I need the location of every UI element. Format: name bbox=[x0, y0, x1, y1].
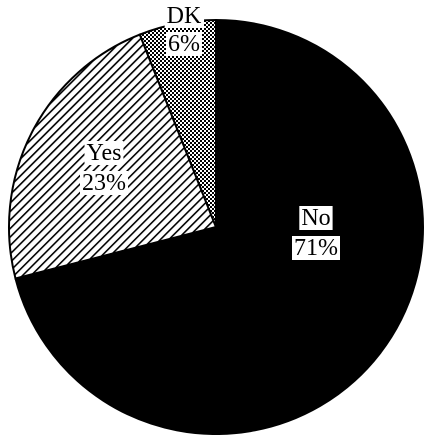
slice-label-group-dk: DK6% bbox=[164, 3, 204, 57]
slice-label-yes: Yes bbox=[87, 140, 122, 166]
label-backing bbox=[164, 4, 204, 28]
label-backing bbox=[299, 206, 333, 230]
slice-label-group-yes: Yes 23% bbox=[80, 140, 128, 196]
label-backing bbox=[80, 171, 128, 195]
slice-label-no: No bbox=[301, 205, 330, 231]
slice-value-no: 71% bbox=[294, 235, 338, 261]
slice-label-group-no: No 71% bbox=[292, 205, 340, 261]
label-backing bbox=[166, 32, 202, 56]
pie-slice-no bbox=[14, 18, 424, 435]
label-backing bbox=[292, 236, 340, 260]
slice-value-yes: 23% bbox=[82, 170, 126, 196]
slice-label-dk: DK bbox=[167, 3, 202, 29]
slice-value-dk: 6% bbox=[168, 31, 200, 57]
pie-labels: No 71% Yes 23% DK6% bbox=[80, 3, 340, 261]
label-backing bbox=[84, 141, 124, 165]
pie-slices bbox=[8, 18, 424, 435]
